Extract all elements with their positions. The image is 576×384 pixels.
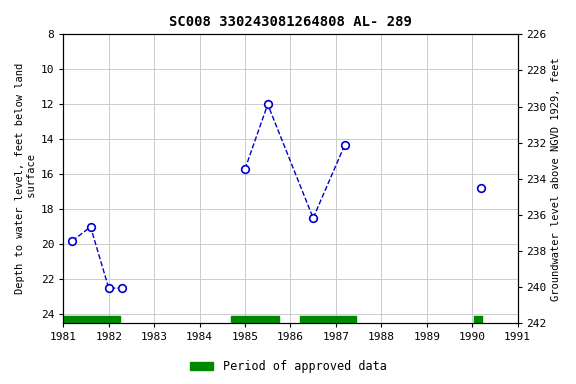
Legend: Period of approved data: Period of approved data	[185, 356, 391, 378]
Title: SC008 330243081264808 AL- 289: SC008 330243081264808 AL- 289	[169, 15, 412, 29]
Y-axis label: Depth to water level, feet below land
 surface: Depth to water level, feet below land su…	[15, 63, 37, 295]
Y-axis label: Groundwater level above NGVD 1929, feet: Groundwater level above NGVD 1929, feet	[551, 57, 561, 301]
